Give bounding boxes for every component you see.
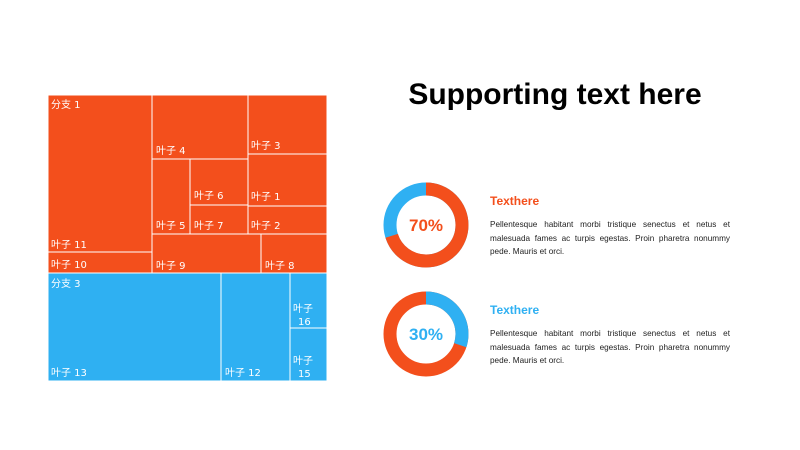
donut-percent-label: 30%	[409, 325, 443, 344]
treemap-leaf-label: 叶子 13	[51, 367, 87, 379]
donut-value-arc	[383, 182, 469, 268]
treemap-cell-叶子-9	[151, 233, 262, 274]
treemap-leaf-label: 叶子 1	[251, 191, 281, 203]
treemap-group-label: 分支 1	[51, 99, 81, 111]
treemap-cell-叶子-5	[151, 158, 191, 235]
donut-percent-label: 70%	[409, 216, 443, 235]
treemap-cell-叶子-15	[289, 327, 328, 382]
treemap-leaf-label: 叶子 7	[194, 220, 224, 232]
treemap-leaf-label: 叶子 5	[156, 220, 186, 232]
page-title: Supporting text here	[408, 78, 702, 111]
info-block-1: Texthere Pellentesque habitant morbi tri…	[490, 194, 730, 259]
treemap-leaf-label-number: 15	[298, 369, 311, 380]
treemap-leaf-label: 叶子 12	[225, 367, 261, 379]
treemap-cell-叶子-4	[151, 94, 249, 160]
treemap-cell-叶子-2	[247, 205, 328, 235]
treemap-leaf-label: 叶子 10	[51, 259, 87, 271]
treemap-leaf-label-number: 16	[298, 317, 311, 328]
info-block-2: Texthere Pellentesque habitant morbi tri…	[490, 303, 730, 368]
treemap-leaf-label: 叶子 4	[156, 145, 186, 157]
treemap-leaf-label: 叶子 2	[251, 220, 281, 232]
treemap-leaf-label: 叶子 3	[251, 140, 281, 152]
treemap-cell-叶子-13	[47, 272, 222, 382]
treemap-cell-叶子-8	[260, 233, 328, 274]
treemap-cell-叶子-16	[289, 272, 328, 329]
treemap-leaf-label: 叶子 6	[194, 190, 224, 202]
donut-value-arc	[383, 291, 469, 377]
treemap-cell-叶子-11	[47, 94, 153, 253]
treemap-leaf-label: 叶子 11	[51, 239, 87, 251]
treemap-leaf-label: 叶子	[293, 355, 313, 367]
treemap-leaf-label: 叶子	[293, 303, 313, 315]
treemap-cell-叶子-1	[247, 153, 328, 207]
info-title-1: Texthere	[490, 194, 540, 208]
treemap-leaf-label: 叶子 9	[156, 260, 186, 272]
info-body-2: Pellentesque habitant morbi tristique se…	[490, 329, 730, 365]
treemap-cell-叶子-12	[220, 272, 291, 382]
treemap-leaf-label: 叶子 8	[265, 260, 295, 272]
info-body-1: Pellentesque habitant morbi tristique se…	[490, 220, 730, 256]
treemap-group-label: 分支 3	[51, 278, 81, 290]
info-title-2: Texthere	[490, 303, 540, 317]
